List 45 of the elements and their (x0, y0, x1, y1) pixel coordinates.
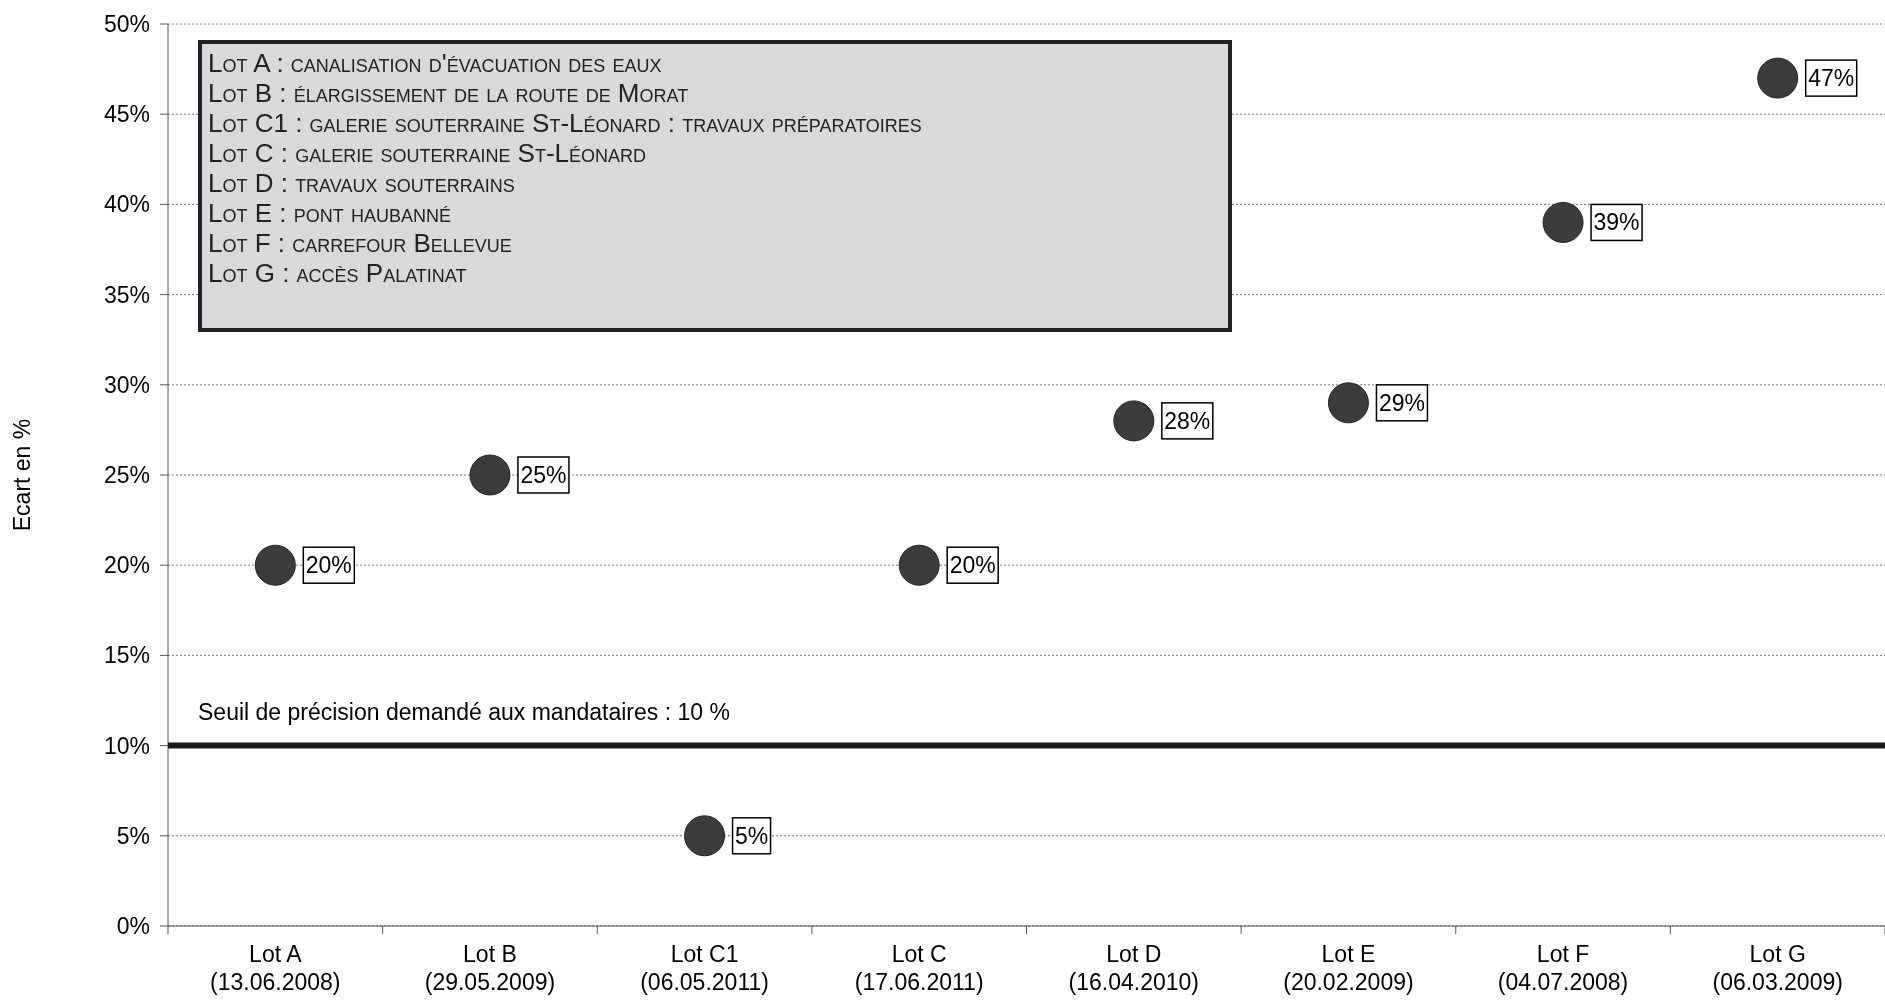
data-label: 39% (1593, 209, 1640, 236)
y-tick-label: 15% (103, 642, 150, 669)
point (684, 815, 726, 857)
y-tick-label: 5% (116, 822, 150, 849)
point (469, 454, 511, 496)
y-tick-label: 0% (116, 913, 150, 939)
point (254, 544, 296, 586)
data-label: 47% (1808, 65, 1855, 92)
annotation: Lot A : canalisation d'évacuation des eaux (208, 48, 662, 78)
x-tick-label: Lot C (17.06.2011) (854, 941, 984, 995)
y-tick-label: 20% (103, 552, 150, 579)
x-tick-label: Lot G (06.03.2009) (1712, 941, 1843, 995)
annotation: Lot F : carrefour Bellevue (208, 228, 512, 258)
y-tick-label: 50% (103, 11, 150, 37)
y-tick-label: 30% (103, 371, 150, 398)
x-tick-label: Lot A (13.06.2008) (210, 941, 341, 995)
data-label: 25% (520, 462, 567, 488)
data-label: 28% (1164, 407, 1211, 434)
data-label: 20% (305, 552, 352, 579)
y-tick-label: 25% (103, 462, 150, 488)
annotation: Lot B : élargissement de la route de Morat (208, 78, 689, 108)
data-label: 5% (734, 822, 769, 849)
y-tick-label: 35% (103, 281, 150, 308)
x-tick-label: Lot C1 (06.05.2011) (640, 941, 769, 995)
y-tick-label: 40% (103, 191, 150, 218)
y-tick-label: 45% (103, 101, 150, 128)
annotation: Lot D : travaux souterrains (208, 168, 515, 198)
x-tick-label: Lot B (29.05.2009) (424, 941, 556, 995)
y-tick-label: 10% (103, 732, 150, 759)
annotation: Lot C : galerie souterraine St-Léonard (208, 138, 647, 168)
point (1327, 382, 1369, 424)
point (898, 544, 940, 586)
y-axis-title: Ecart en % (9, 418, 35, 532)
x-tick-label: Lot E (20.02.2009) (1283, 941, 1414, 995)
x-tick-label: Lot F (04.07.2008) (1497, 941, 1629, 995)
data-label: 29% (1378, 389, 1425, 416)
point (1113, 400, 1155, 442)
point (1542, 201, 1584, 243)
annotation: Lot E : pont haubanné (208, 198, 451, 228)
data-label: 20% (949, 552, 996, 579)
x-tick-label: Lot D (16.04.2010) (1068, 941, 1200, 995)
ref-line-label: Seuil de précision demandé aux mandataires : 10 % (198, 698, 730, 725)
annotation: Lot G : accès Palatinat (208, 258, 467, 288)
point (1757, 57, 1799, 99)
annotation: Lot C1 : galerie souterraine St-Léonard : travaux préparatoires (208, 108, 922, 138)
